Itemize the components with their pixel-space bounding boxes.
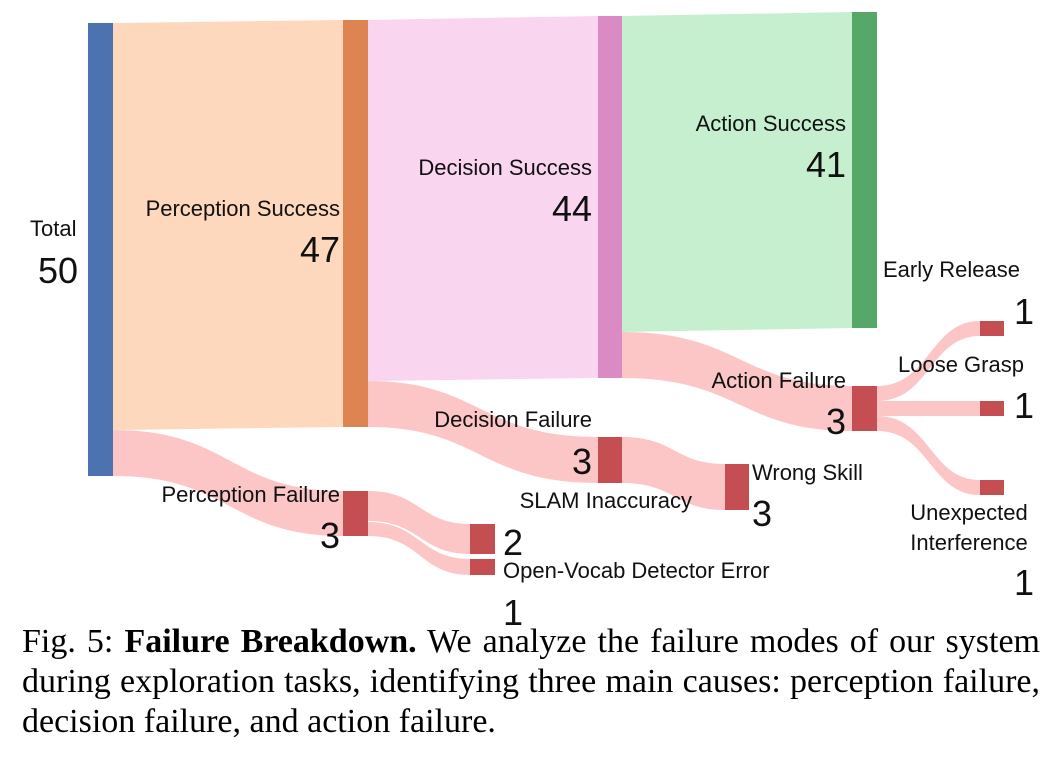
label-open-vocab-error: Open-Vocab Detector Error [503, 558, 770, 583]
value-unexpected-interference: 1 [1014, 562, 1034, 603]
label-wrong-skill: Wrong Skill [752, 460, 863, 485]
value-decision-success: 44 [552, 188, 592, 229]
node-loose-grasp [980, 401, 1004, 416]
label-perception-failure: Perception Failure [161, 482, 340, 507]
value-slam-inaccuracy: 2 [503, 522, 523, 563]
flow-action-failure-to-unexpected-interference [877, 416, 980, 495]
flow-perception-success-to-decision-success [368, 16, 598, 381]
label-total: Total [30, 216, 76, 241]
labels: Total 50 Perception Success 47 Decision … [30, 111, 1034, 625]
label-unexpected-interference-line1: Unexpected [910, 500, 1027, 525]
node-decision-success [598, 16, 622, 378]
value-loose-grasp: 1 [1014, 385, 1034, 426]
flow-action-failure-to-loose-grasp [877, 401, 980, 416]
value-wrong-skill: 3 [752, 493, 772, 534]
flow-perception-success-to-decision-failure [368, 381, 598, 483]
caption-text: We analyze the failure modes of our syst… [22, 623, 1040, 740]
node-total [88, 23, 113, 476]
node-early-release [980, 321, 1004, 336]
node-slam-inaccuracy [470, 524, 495, 554]
value-decision-failure: 3 [572, 441, 592, 482]
flow-decision-success-to-action-success [622, 12, 852, 332]
value-open-vocab-error: 1 [503, 592, 523, 625]
flow-decision-success-to-action-failure [622, 332, 852, 431]
caption-prefix: Fig. 5: [22, 623, 125, 660]
flow-action-failure-to-early-release [877, 321, 980, 401]
label-unexpected-interference-line2: Interference [910, 530, 1027, 555]
sankey-diagram: Total 50 Perception Success 47 Decision … [30, 12, 1034, 625]
label-decision-failure: Decision Failure [434, 407, 592, 432]
label-decision-success: Decision Success [418, 155, 592, 180]
value-total: 50 [38, 250, 78, 291]
node-action-failure [852, 386, 877, 431]
caption-bold-title: Failure Breakdown. [124, 623, 417, 660]
flow-perception-failure-to-open-vocab [368, 522, 470, 575]
node-open-vocab-error [470, 559, 495, 575]
node-perception-success [343, 20, 368, 427]
label-action-failure: Action Failure [711, 368, 846, 393]
value-early-release: 1 [1014, 291, 1034, 332]
value-action-success: 41 [806, 144, 846, 185]
flow-total-to-perception-success [113, 20, 343, 430]
label-slam-inaccuracy: SLAM Inaccuracy [520, 488, 692, 513]
label-early-release: Early Release [883, 257, 1020, 282]
node-wrong-skill [725, 464, 749, 510]
value-perception-success: 47 [300, 229, 340, 270]
flow-perception-failure-to-slam [368, 491, 470, 554]
label-loose-grasp: Loose Grasp [898, 352, 1024, 377]
node-decision-failure [598, 437, 622, 483]
label-action-success: Action Success [696, 111, 846, 136]
value-action-failure: 3 [826, 401, 846, 442]
value-perception-failure: 3 [320, 515, 340, 556]
figure-caption: Fig. 5: Failure Breakdown. We analyze th… [22, 622, 1040, 742]
node-perception-failure [343, 491, 368, 536]
flow-total-to-perception-failure [113, 430, 343, 536]
nodes [88, 12, 1004, 575]
node-unexpected-interference [980, 480, 1004, 495]
label-perception-success: Perception Success [146, 196, 340, 221]
node-action-success [852, 12, 877, 328]
flows [113, 12, 980, 575]
flow-decision-failure-to-wrong-skill [622, 437, 725, 510]
